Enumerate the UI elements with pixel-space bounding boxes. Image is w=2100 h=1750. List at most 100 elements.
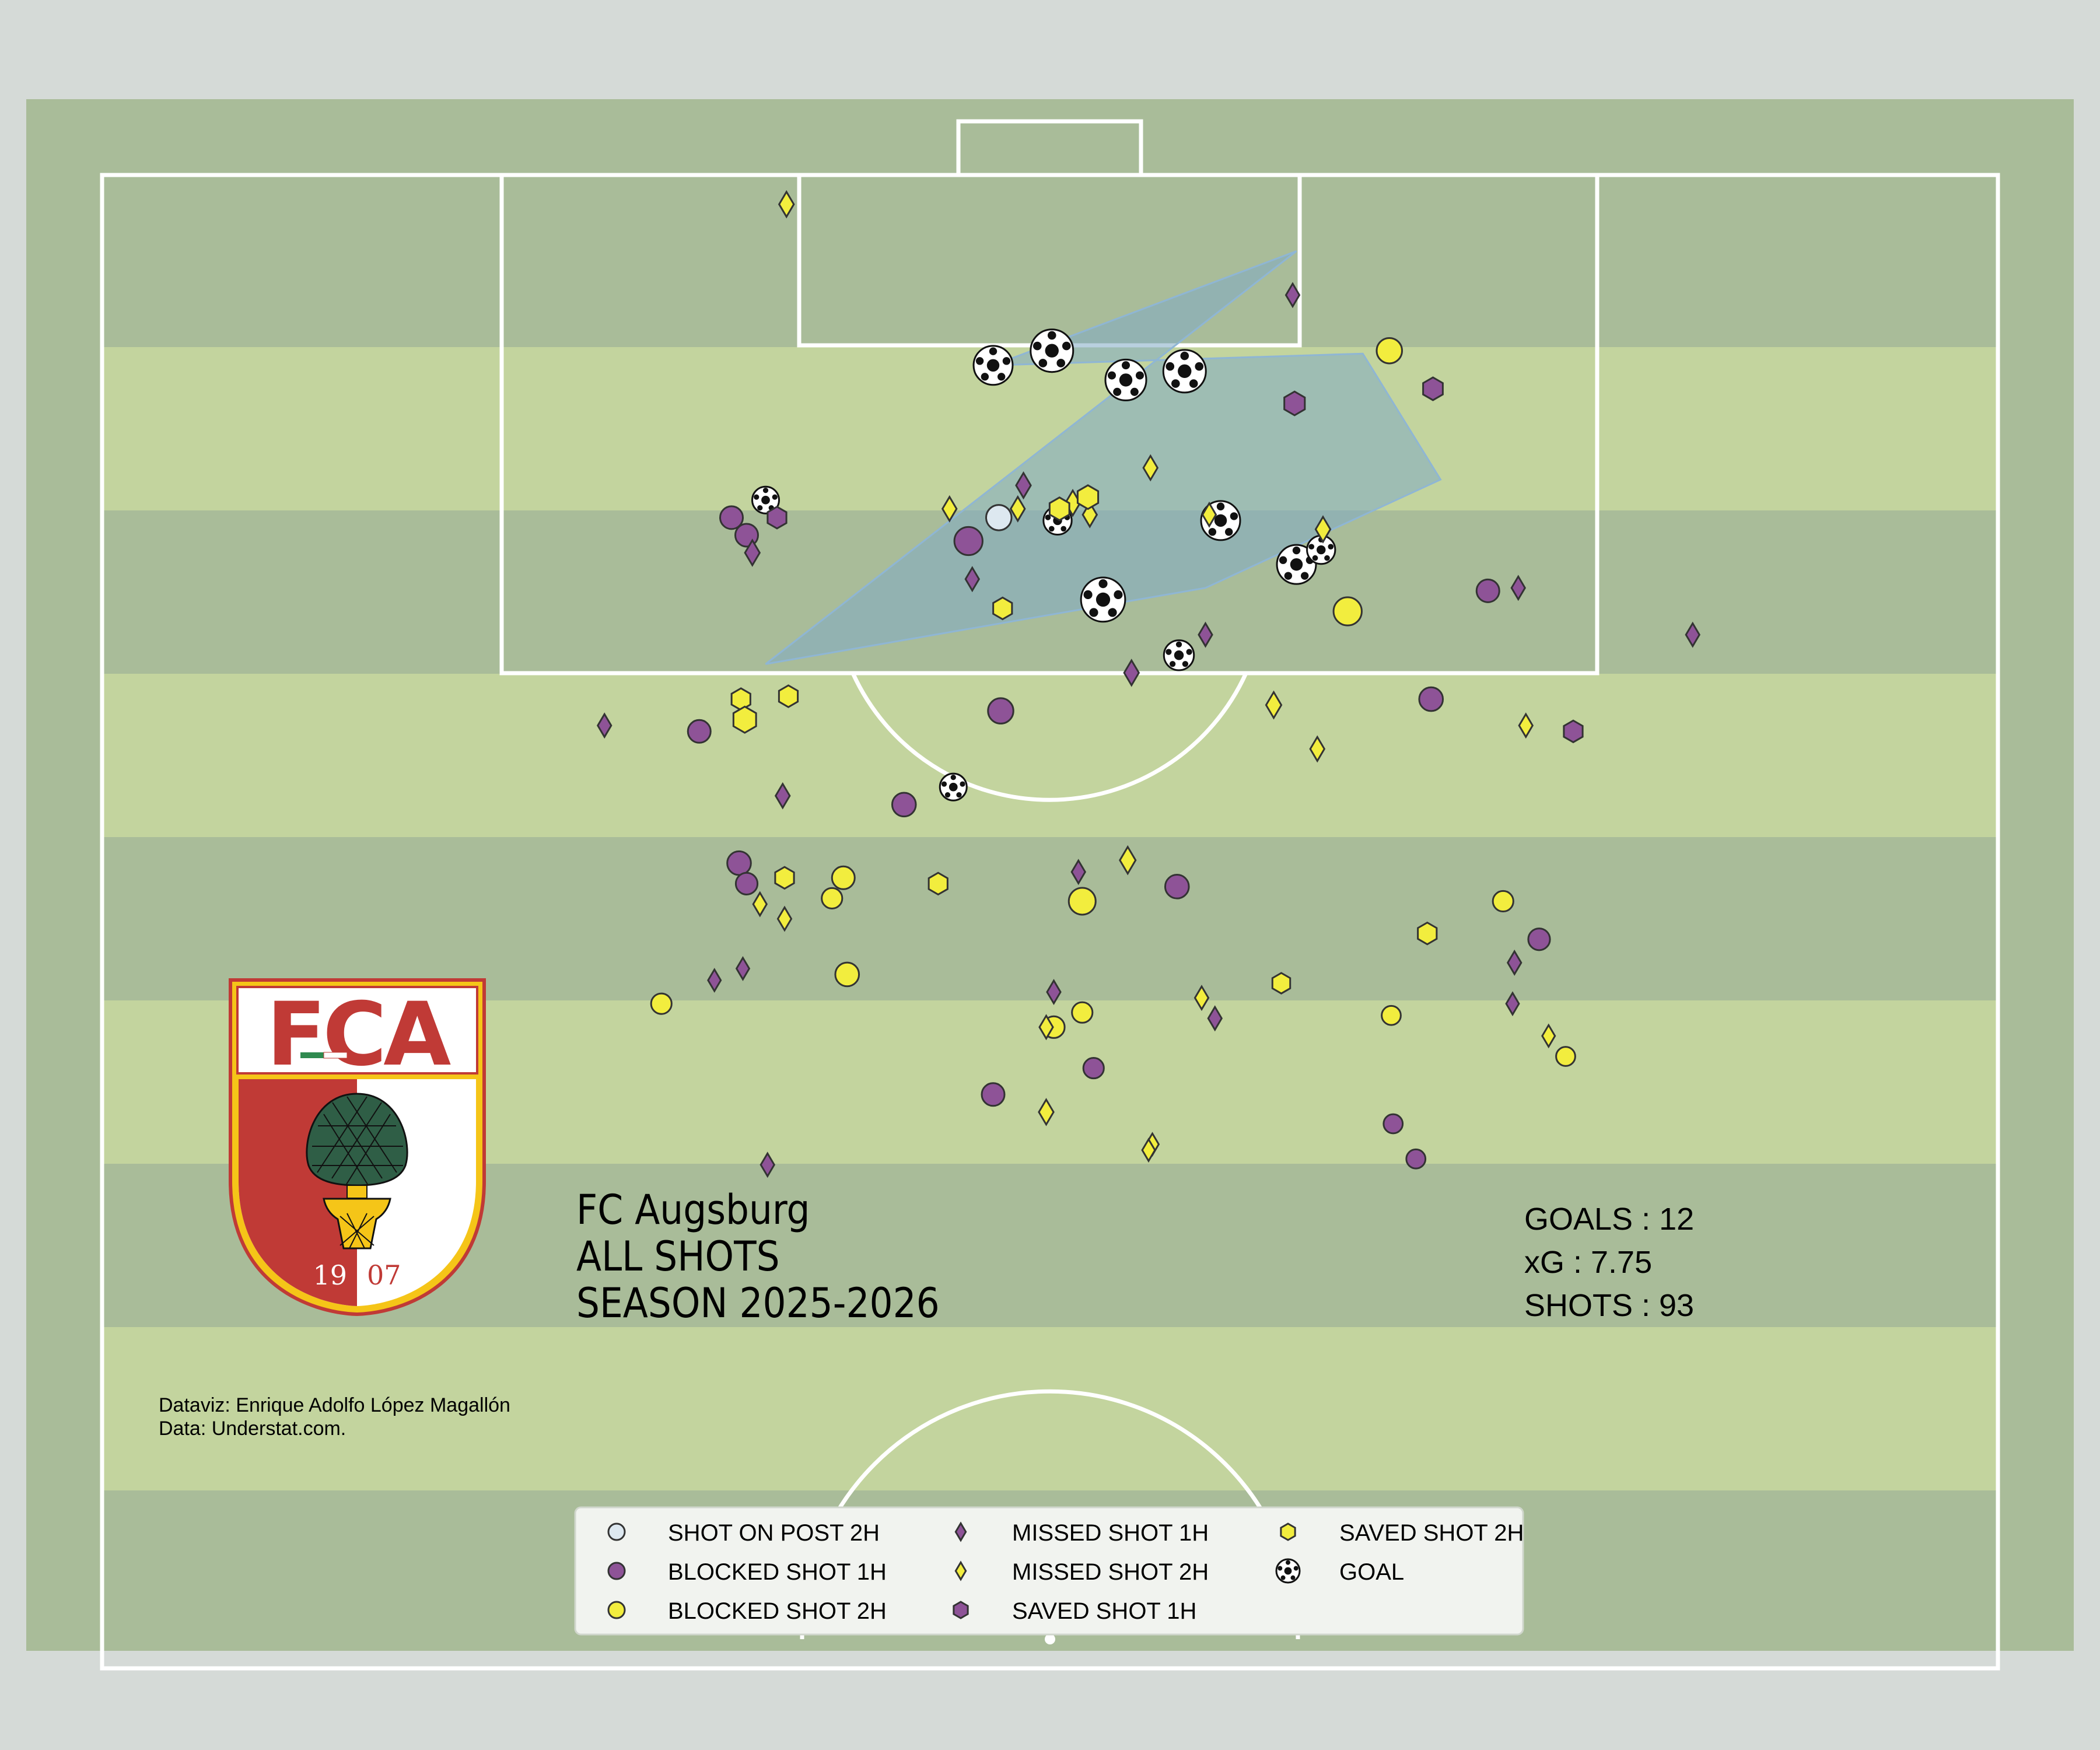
stat-goals: GOALS : 12	[1524, 1202, 1694, 1237]
ball-patch	[1121, 361, 1130, 370]
shot-missed2	[1265, 690, 1283, 720]
ball-patch	[1045, 514, 1051, 520]
ball-patch	[1186, 649, 1192, 655]
ball-patch	[981, 373, 989, 381]
ball-patch	[1130, 387, 1139, 396]
ball-patch	[1096, 592, 1111, 607]
shot-blocked2	[1376, 337, 1403, 365]
penalty-arc	[850, 672, 1248, 802]
shot-blocked2	[1492, 890, 1514, 913]
title-block: FC Augsburg ALL SHOTS SEASON 2025-2026	[576, 1186, 940, 1327]
crest-year-left: 19	[313, 1259, 347, 1291]
shot-blocked2	[831, 865, 856, 890]
shot-blocked2	[1071, 1001, 1094, 1024]
shot-missed2	[1518, 712, 1534, 739]
credit-data: Data: Understat.com.	[159, 1418, 346, 1440]
legend-item-missed2: MISSED SHOT 2H	[954, 1559, 1209, 1585]
title-line-3: SEASON 2025-2026	[576, 1279, 940, 1327]
shot-blocked1	[1405, 1148, 1427, 1170]
ball-patch	[1135, 371, 1144, 380]
legend-label-goal: GOAL	[1339, 1559, 1404, 1585]
ball-patch	[1195, 362, 1204, 371]
shot-missed1	[1505, 991, 1520, 1017]
legend: SHOT ON POST 2H BLOCKED SHOT 1H BLOCKED SH…	[574, 1506, 1524, 1636]
legend-label-missed1: MISSED SHOT 1H	[1012, 1520, 1209, 1546]
shot-goal	[1030, 328, 1074, 373]
shot-missed1	[744, 538, 761, 567]
ball-patch	[1108, 608, 1117, 617]
ball-patch	[1324, 555, 1330, 561]
shot-blocked1	[719, 505, 744, 530]
shot-missed2	[1038, 1098, 1055, 1126]
legend-marker-post2	[607, 1522, 626, 1541]
ball-patch	[989, 347, 998, 355]
shot-missed2	[1314, 515, 1332, 544]
shot-blocked1	[1082, 1057, 1105, 1080]
shot-missed2	[1009, 495, 1026, 523]
pitch-stripe	[102, 184, 1998, 347]
ball-patch	[1292, 546, 1301, 555]
legend-label-blocked1: BLOCKED SHOT 1H	[668, 1559, 887, 1585]
shot-markers	[596, 190, 1701, 1178]
shot-blocked1	[687, 719, 712, 744]
shot-missed1	[1284, 282, 1301, 309]
shot-blocked1	[726, 850, 752, 876]
legend-item-saved1: SAVED SHOT 1H	[953, 1598, 1196, 1624]
shot-missed2	[1194, 985, 1210, 1012]
ball-patch	[1045, 344, 1059, 358]
shot-saved1	[1422, 376, 1444, 401]
shot-blocked1	[953, 526, 984, 556]
shot-goal	[1306, 534, 1336, 565]
shot-saved2	[730, 687, 751, 711]
shot-blocked1	[1475, 578, 1500, 603]
title-line-2: ALL SHOTS	[576, 1233, 780, 1280]
shot-blocked2	[650, 992, 673, 1015]
ball-patch	[754, 494, 760, 500]
ball-patch	[1062, 341, 1071, 351]
shot-goal	[972, 345, 1014, 386]
shot-blocked2	[1332, 596, 1363, 626]
shot-goal	[1162, 349, 1207, 394]
legend-item-saved2: SAVED SHOT 2H	[1280, 1520, 1524, 1546]
shot-missed1	[1123, 659, 1140, 687]
ball-patch	[1002, 357, 1011, 365]
legend-item-blocked2: BLOCKED SHOT 2H	[607, 1598, 887, 1624]
ball-patch	[1108, 371, 1116, 380]
ball-patch	[1114, 590, 1123, 600]
legend-marker-blocked2	[607, 1601, 626, 1619]
shot-blocked1	[1382, 1113, 1404, 1135]
ball-patch	[975, 357, 984, 365]
shot-missed2	[1541, 1023, 1556, 1049]
ball-patch	[1224, 528, 1233, 536]
shot-goal	[939, 772, 968, 802]
crest-letters: FCA	[267, 984, 452, 1086]
ball-patch	[1328, 544, 1334, 550]
shot-missed2	[1038, 1014, 1054, 1041]
shot-saved1	[1563, 719, 1584, 744]
ball-patch	[1279, 556, 1287, 564]
legend-item-goal: GOAL	[1275, 1558, 1404, 1585]
shot-missed1	[1070, 859, 1087, 886]
shot-post2	[985, 504, 1013, 531]
ball-patch	[1180, 351, 1189, 360]
legend-label-blocked2: BLOCKED SHOT 2H	[668, 1598, 887, 1624]
legend-item-post2: SHOT ON POST 2H	[607, 1520, 880, 1546]
ball-patch	[950, 775, 956, 780]
legend-label-post2: SHOT ON POST 2H	[668, 1520, 880, 1546]
ball-patch	[762, 488, 769, 494]
ball-patch	[941, 781, 947, 787]
shot-missed2	[1201, 501, 1217, 528]
shot-saved2	[1417, 921, 1438, 946]
legend-item-blocked1: BLOCKED SHOT 1H	[607, 1559, 887, 1585]
shot-missed1	[964, 566, 981, 593]
legend-label-saved1: SAVED SHOT 1H	[1012, 1598, 1196, 1624]
ball-patch	[960, 781, 965, 787]
ball-patch	[1047, 331, 1056, 340]
shot-missed1	[1046, 979, 1062, 1006]
ball-patch	[1216, 502, 1225, 510]
shot-goal	[1080, 576, 1126, 623]
pitch-stripe	[102, 1327, 1998, 1490]
ball-patch	[1083, 590, 1093, 600]
ball-patch	[997, 373, 1006, 381]
